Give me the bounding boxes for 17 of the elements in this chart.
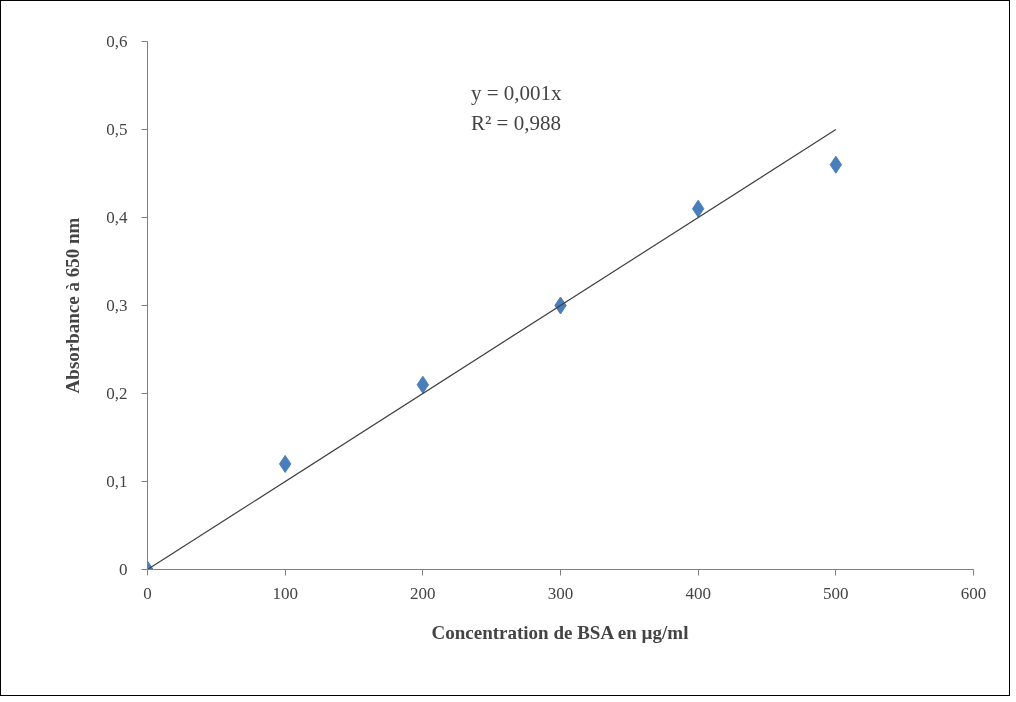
y-tick-label: 0 [119,560,128,579]
x-tick-label: 600 [960,583,987,603]
y-tick-label: 0,2 [106,384,128,403]
x-tick-label: 500 [823,583,849,603]
x-axis-title: Concentration de BSA en µg/ml [431,621,689,643]
y-tick-label: 0,4 [106,208,128,227]
y-tick-label: 0,3 [106,296,128,315]
x-tick-label: 0 [143,583,152,603]
y-tick-label: 0,1 [106,472,128,491]
y-tick-label: 0,6 [106,32,128,51]
x-tick-label: 200 [410,583,436,603]
x-tick-label: 100 [272,583,298,603]
y-axis-title: Absorbance à 650 nm [62,217,84,394]
annotation: y = 0,001x R² = 0,988 [471,81,563,136]
x-tick-label: 400 [685,583,711,603]
y-tick-label: 0,5 [106,120,128,139]
x-tick-label: 300 [547,583,574,603]
